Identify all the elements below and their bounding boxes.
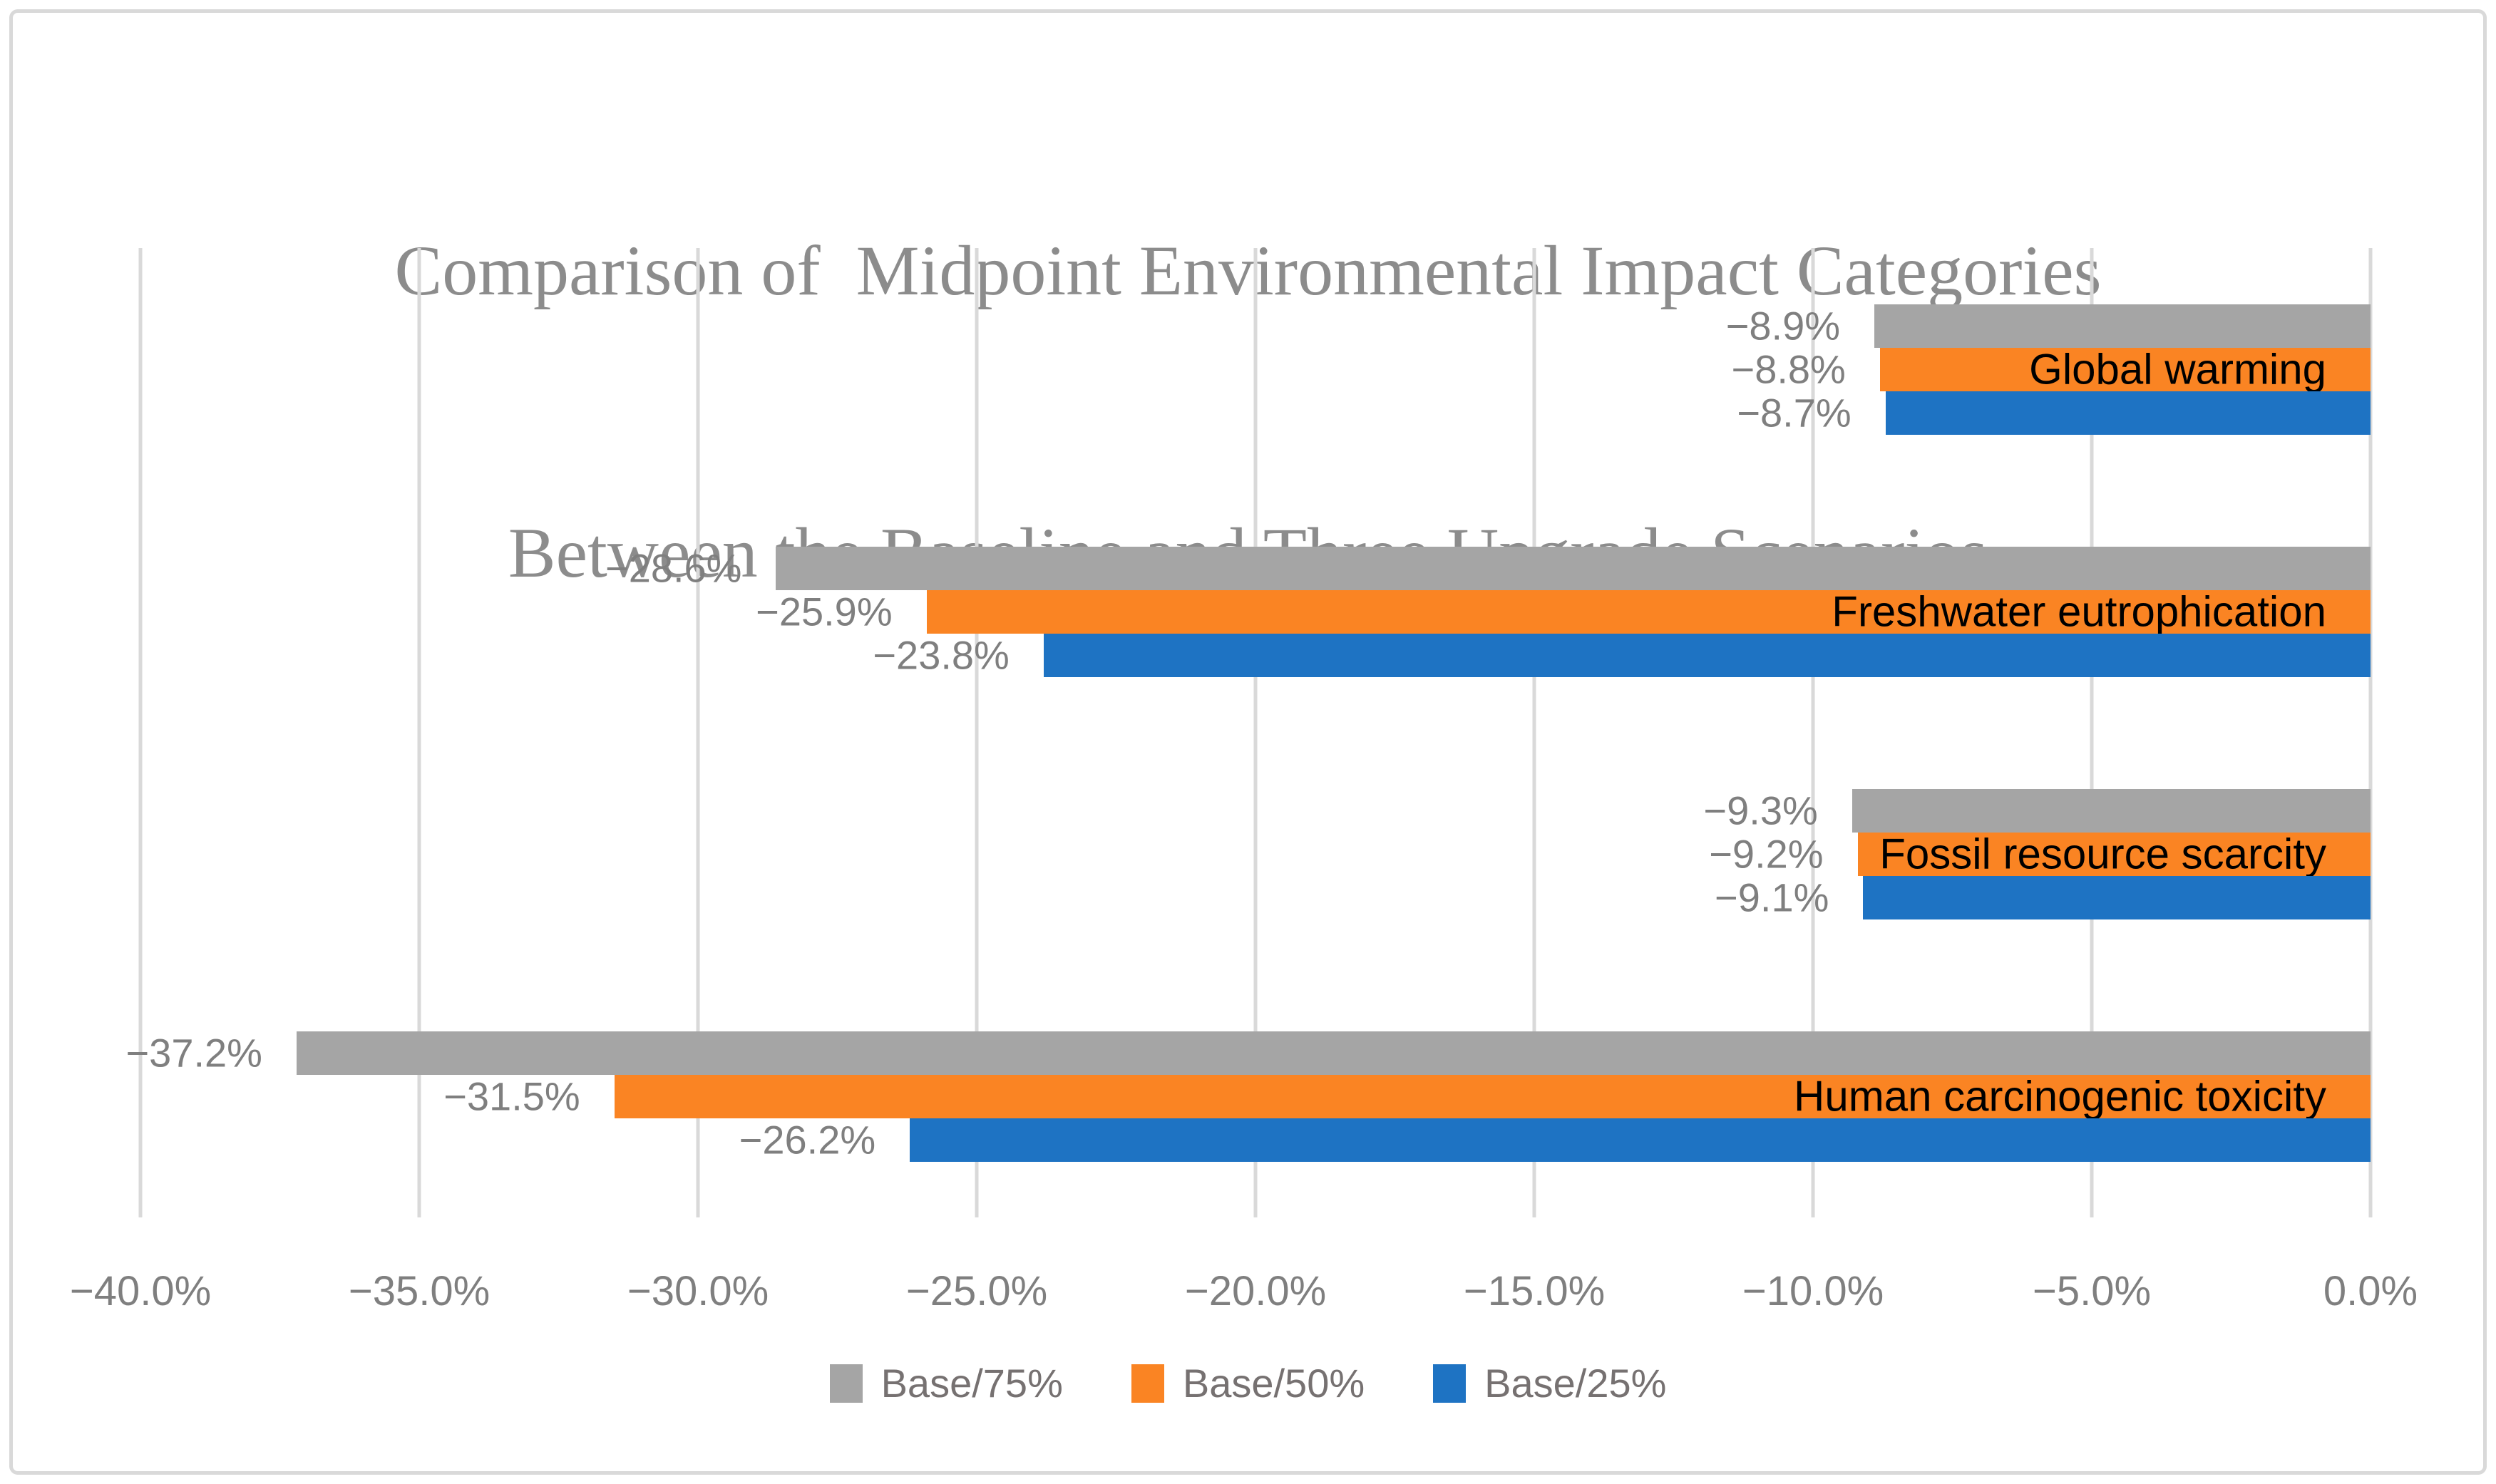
data-label: −9.2% (1709, 831, 1824, 877)
legend-item: Base/75% (829, 1360, 1063, 1406)
x-axis-tick-label: −5.0% (2032, 1268, 2152, 1314)
legend-label: Base/25% (1484, 1361, 1667, 1406)
bar-row: −9.3% (140, 788, 2371, 833)
gridline (696, 248, 700, 1217)
x-axis-tick-label: 0.0% (2323, 1268, 2418, 1314)
bar-base-50-: Human carcinogenic toxicity (614, 1072, 2371, 1120)
gridline (1532, 248, 1536, 1217)
data-label: −23.8% (873, 632, 1010, 678)
gridline (1253, 248, 1258, 1217)
data-label: −28.6% (605, 545, 742, 591)
bar-base-25- (1863, 875, 2371, 919)
gridline (2368, 248, 2373, 1217)
gridline (1811, 248, 1815, 1217)
category-band: −8.9% Global warming −8.8% −8.7% (140, 248, 2371, 490)
data-label: −8.8% (1731, 346, 1846, 392)
bar-row: −9.1% (140, 875, 2371, 920)
bar-base-25- (1885, 391, 2371, 435)
bar-row: −26.2% (140, 1117, 2371, 1163)
x-axis-tick-label: −30.0% (627, 1268, 769, 1314)
legend-label: Base/75% (880, 1361, 1063, 1406)
data-label: −9.1% (1715, 875, 1829, 920)
data-label: −25.9% (756, 589, 893, 634)
bar-base-50-: Fossil resource scarcity (1857, 830, 2371, 878)
data-label: −8.9% (1725, 303, 1841, 349)
bar-row: Fossil resource scarcity −9.2% (140, 830, 2371, 878)
legend-label: Base/50% (1182, 1361, 1365, 1406)
bar-row: Freshwater eutrophication −25.9% (140, 587, 2371, 636)
category-band: −28.6% Freshwater eutrophication −25.9% −23… (140, 490, 2371, 733)
data-label: −31.5% (443, 1073, 580, 1119)
bar-base-25- (1043, 633, 2371, 677)
legend-swatch (1433, 1364, 1467, 1403)
bar-base-75- (1874, 304, 2371, 348)
x-axis-tick-label: −25.0% (905, 1268, 1048, 1314)
x-axis: −40.0% −35.0% −30.0% −25.0% −20.0% −15.0% −10.… (70, 1247, 2418, 1326)
x-axis-tick-label: −10.0% (1742, 1268, 1884, 1314)
category-label: Freshwater eutrophication (1832, 587, 2326, 636)
legend-item: Base/50% (1131, 1360, 1365, 1406)
x-axis-tick-label: −40.0% (69, 1268, 212, 1314)
bar-row: −8.9% (140, 303, 2371, 349)
plot-area: −8.9% Global warming −8.8% −8.7% −28.6% Fresh… (125, 248, 2373, 1217)
x-axis-tick-label: −35.0% (348, 1268, 491, 1314)
bar-row: −37.2% (125, 1031, 2371, 1076)
x-axis-tick-label: −15.0% (1463, 1268, 1606, 1314)
data-label: −8.7% (1737, 390, 1852, 436)
gridline (138, 248, 143, 1217)
legend-item: Base/25% (1433, 1360, 1666, 1406)
category-label: Fossil resource scarcity (1879, 830, 2326, 878)
category-band: −9.3% Fossil resource scarcity −9.2% −9.1% (140, 733, 2371, 975)
bar-base-50-: Freshwater eutrophication (926, 587, 2371, 636)
bar-row: −28.6% (140, 545, 2371, 591)
gridline (417, 248, 421, 1217)
bar-row: Human carcinogenic toxicity −31.5% (140, 1072, 2371, 1120)
data-label: −9.3% (1703, 788, 1818, 833)
bar-base-50-: Global warming (1879, 345, 2371, 393)
gridline (2090, 248, 2094, 1217)
chart-title-line1: Comparison of Midpoint Environmental Imp… (394, 231, 2102, 310)
bar-row: −23.8% (140, 632, 2371, 678)
bar-base-75- (776, 546, 2371, 590)
category-label: Human carcinogenic toxicity (1794, 1072, 2326, 1120)
category-band: −37.2% Human carcinogenic toxicity −31.5% −… (125, 975, 2371, 1217)
bar-base-75- (296, 1031, 2371, 1075)
bar-base-75- (1852, 788, 2371, 833)
data-label: −37.2% (125, 1030, 262, 1076)
chart-border (9, 9, 2487, 1475)
legend: Base/75% Base/50% Base/25% (0, 1360, 2496, 1406)
data-label: −26.2% (739, 1117, 876, 1163)
x-axis-tick-label: −20.0% (1184, 1268, 1327, 1314)
legend-swatch (829, 1364, 863, 1403)
bar-base-25- (910, 1118, 2371, 1162)
gridline (975, 248, 979, 1217)
bar-row: Global warming −8.8% (140, 345, 2371, 393)
bar-row: −8.7% (140, 390, 2371, 436)
legend-swatch (1131, 1364, 1164, 1403)
category-label: Global warming (2029, 345, 2326, 393)
